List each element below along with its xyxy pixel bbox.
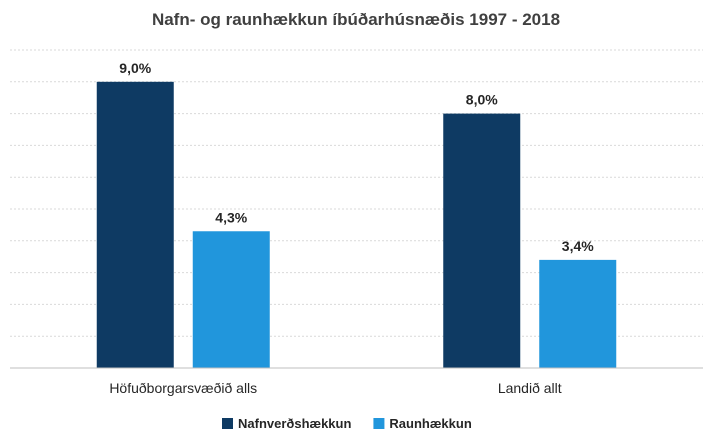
- bar: [96, 81, 174, 369]
- legend-label: Raunhækkun: [389, 416, 471, 431]
- data-label: 8,0%: [466, 92, 498, 108]
- legend-swatch: [373, 418, 385, 429]
- legend-item: Nafnverðshækkun: [222, 416, 351, 431]
- legend: Nafnverðshækkun Raunhækkun: [222, 416, 472, 431]
- data-labels: 9,0% 4,3% 8,0% 3,4%: [119, 60, 594, 254]
- category-label: Landið allt: [498, 380, 562, 396]
- bar: [443, 113, 521, 368]
- data-label: 3,4%: [562, 238, 594, 254]
- category-label: Höfuðborgarsvæðið alls: [109, 380, 257, 396]
- category-labels: Höfuðborgarsvæðið alls Landið allt: [109, 380, 561, 396]
- bars: [96, 81, 617, 369]
- legend-item: Raunhækkun: [373, 416, 472, 431]
- data-label: 4,3%: [215, 209, 247, 225]
- legend-label: Nafnverðshækkun: [238, 416, 351, 431]
- bar: [192, 231, 270, 368]
- data-label: 9,0%: [119, 60, 151, 76]
- chart-title: Nafn- og raunhækkun íbúðarhúsnæðis 1997 …: [152, 10, 560, 29]
- legend-swatch: [222, 418, 233, 429]
- bar: [539, 259, 617, 368]
